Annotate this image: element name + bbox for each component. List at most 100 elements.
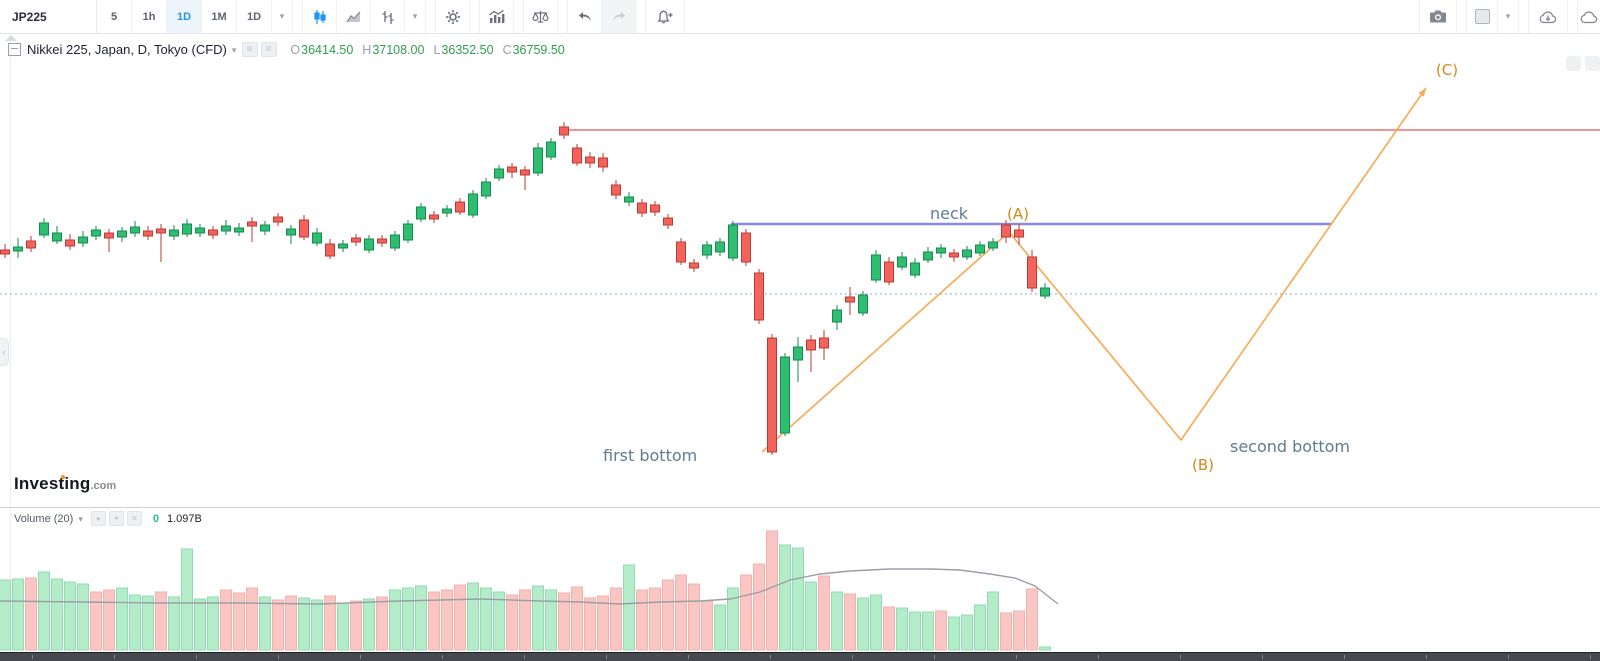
close-label: C	[502, 42, 512, 57]
volume-bar	[350, 600, 362, 651]
snapshot-button[interactable]	[1420, 0, 1457, 33]
layout-dropdown-caret[interactable]: ▾	[1498, 0, 1519, 33]
scrollbar-tick	[524, 655, 525, 659]
volume-bar	[610, 587, 622, 651]
pane-divider[interactable]	[0, 507, 1600, 508]
candle-body	[572, 147, 582, 164]
volume-bar	[246, 587, 258, 651]
chevron-down-icon[interactable]: ▾	[78, 513, 83, 524]
camera-icon	[1429, 9, 1447, 24]
interval-button-1h[interactable]: 1h	[132, 0, 167, 33]
candle-body	[702, 244, 712, 256]
undo-button[interactable]	[568, 0, 602, 33]
candle-body	[65, 239, 75, 247]
candle-body	[884, 261, 894, 283]
chart-type-dropdown-caret[interactable]: ▾	[405, 0, 426, 33]
volume-bar	[363, 598, 375, 651]
volume-bar	[649, 587, 661, 651]
candle-body	[221, 225, 231, 232]
scrollbar-tick	[442, 655, 443, 659]
candle-body	[455, 201, 465, 213]
volume-bar	[740, 574, 752, 651]
legend-eye-icon[interactable]	[242, 42, 259, 57]
legend-settings-icon[interactable]	[261, 42, 278, 57]
create-alert-button[interactable]	[646, 0, 685, 33]
layout-button[interactable]	[1467, 0, 1498, 33]
drawing-toolbar-expand-handle[interactable]: ‹	[0, 338, 9, 366]
logo-tld-text: .com	[90, 480, 117, 492]
volume-bar	[129, 594, 141, 651]
symbol-input[interactable]: JP225	[0, 0, 97, 33]
candle-body	[949, 252, 959, 258]
settings-button[interactable]	[436, 0, 470, 33]
volume-bar	[402, 587, 414, 651]
chart-title[interactable]: Nikkei 225, Japan, D, Tokyo (CFD)	[27, 42, 227, 57]
volume-bar	[168, 596, 180, 651]
candle-body	[78, 236, 88, 244]
volume-bar	[259, 596, 271, 651]
scrollbar-tick	[770, 655, 771, 659]
volume-bar	[142, 595, 154, 651]
candle-body	[793, 346, 803, 361]
volume-eye-icon[interactable]: ●	[90, 511, 106, 526]
candle-body	[260, 224, 270, 232]
candle-body	[390, 234, 400, 249]
chart-type-candles-button[interactable]	[303, 0, 337, 33]
volume-bar	[636, 589, 648, 651]
volume-bar	[857, 597, 869, 651]
scrollbar-tick	[688, 655, 689, 659]
open-value: 36414.50	[301, 42, 354, 57]
candle-body	[364, 238, 374, 251]
high-label: H	[362, 42, 372, 57]
ohlc-readout: O 36414.50 H 37108.00 L 36352.50 C 36759…	[290, 43, 573, 57]
interval-button-1m[interactable]: 1M	[202, 0, 237, 33]
volume-legend: Volume (20) ▾ ● ✦ ✕ 0 1.097B	[14, 511, 202, 526]
candles-icon	[312, 9, 328, 25]
candle-body	[923, 251, 933, 261]
volume-bar	[948, 616, 960, 651]
volume-bar	[1039, 646, 1051, 651]
load-chart-button[interactable]	[1529, 0, 1568, 33]
chart-type-line-button[interactable]	[337, 0, 371, 33]
volume-settings-icon[interactable]: ✦	[108, 511, 124, 526]
candle-body	[728, 224, 738, 259]
interval-dropdown-caret[interactable]: ▾	[272, 0, 293, 33]
interval-dropdown-value[interactable]: 1D	[237, 0, 272, 33]
candle-body	[143, 230, 153, 237]
volume-bar	[428, 591, 440, 651]
pane-collapse-icon[interactable]	[8, 43, 21, 56]
volume-bar	[337, 602, 349, 651]
volume-bar	[467, 582, 479, 651]
undo-icon	[577, 10, 593, 24]
chart-type-bars-button[interactable]	[371, 0, 405, 33]
chevron-down-icon: ▾	[412, 11, 418, 21]
scrollbar-tick	[1508, 655, 1509, 659]
indicators-button[interactable]	[480, 0, 514, 33]
scrollbar-tick	[1262, 655, 1263, 659]
candle-body	[182, 223, 192, 235]
interval-button-5m[interactable]: 5	[97, 0, 132, 33]
volume-bar	[103, 589, 115, 651]
save-chart-button[interactable]	[1578, 0, 1600, 33]
scrollbar-tick	[278, 655, 279, 659]
candle-body	[117, 230, 127, 238]
low-value: 36352.50	[441, 42, 494, 57]
interval-button-1d[interactable]: 1D	[167, 0, 202, 33]
volume-indicator-label[interactable]: Volume (20)	[14, 512, 74, 525]
volume-remove-icon[interactable]: ✕	[126, 511, 142, 526]
candle-body	[286, 228, 296, 236]
volume-bar	[441, 589, 453, 651]
chevron-down-icon[interactable]: ▾	[231, 45, 237, 55]
compare-button[interactable]	[524, 0, 558, 33]
volume-bar	[324, 595, 336, 651]
candle-body	[234, 227, 244, 233]
drawing-toolbar-collapse-handle[interactable]	[5, 35, 17, 41]
redo-button[interactable]	[602, 0, 636, 33]
candle-body	[481, 181, 491, 197]
left-rail-divider	[10, 33, 11, 652]
open-label: O	[290, 42, 301, 57]
volume-bar	[415, 585, 427, 651]
time-axis-scrollbar[interactable]	[0, 652, 1600, 661]
volume-bar	[77, 583, 89, 651]
